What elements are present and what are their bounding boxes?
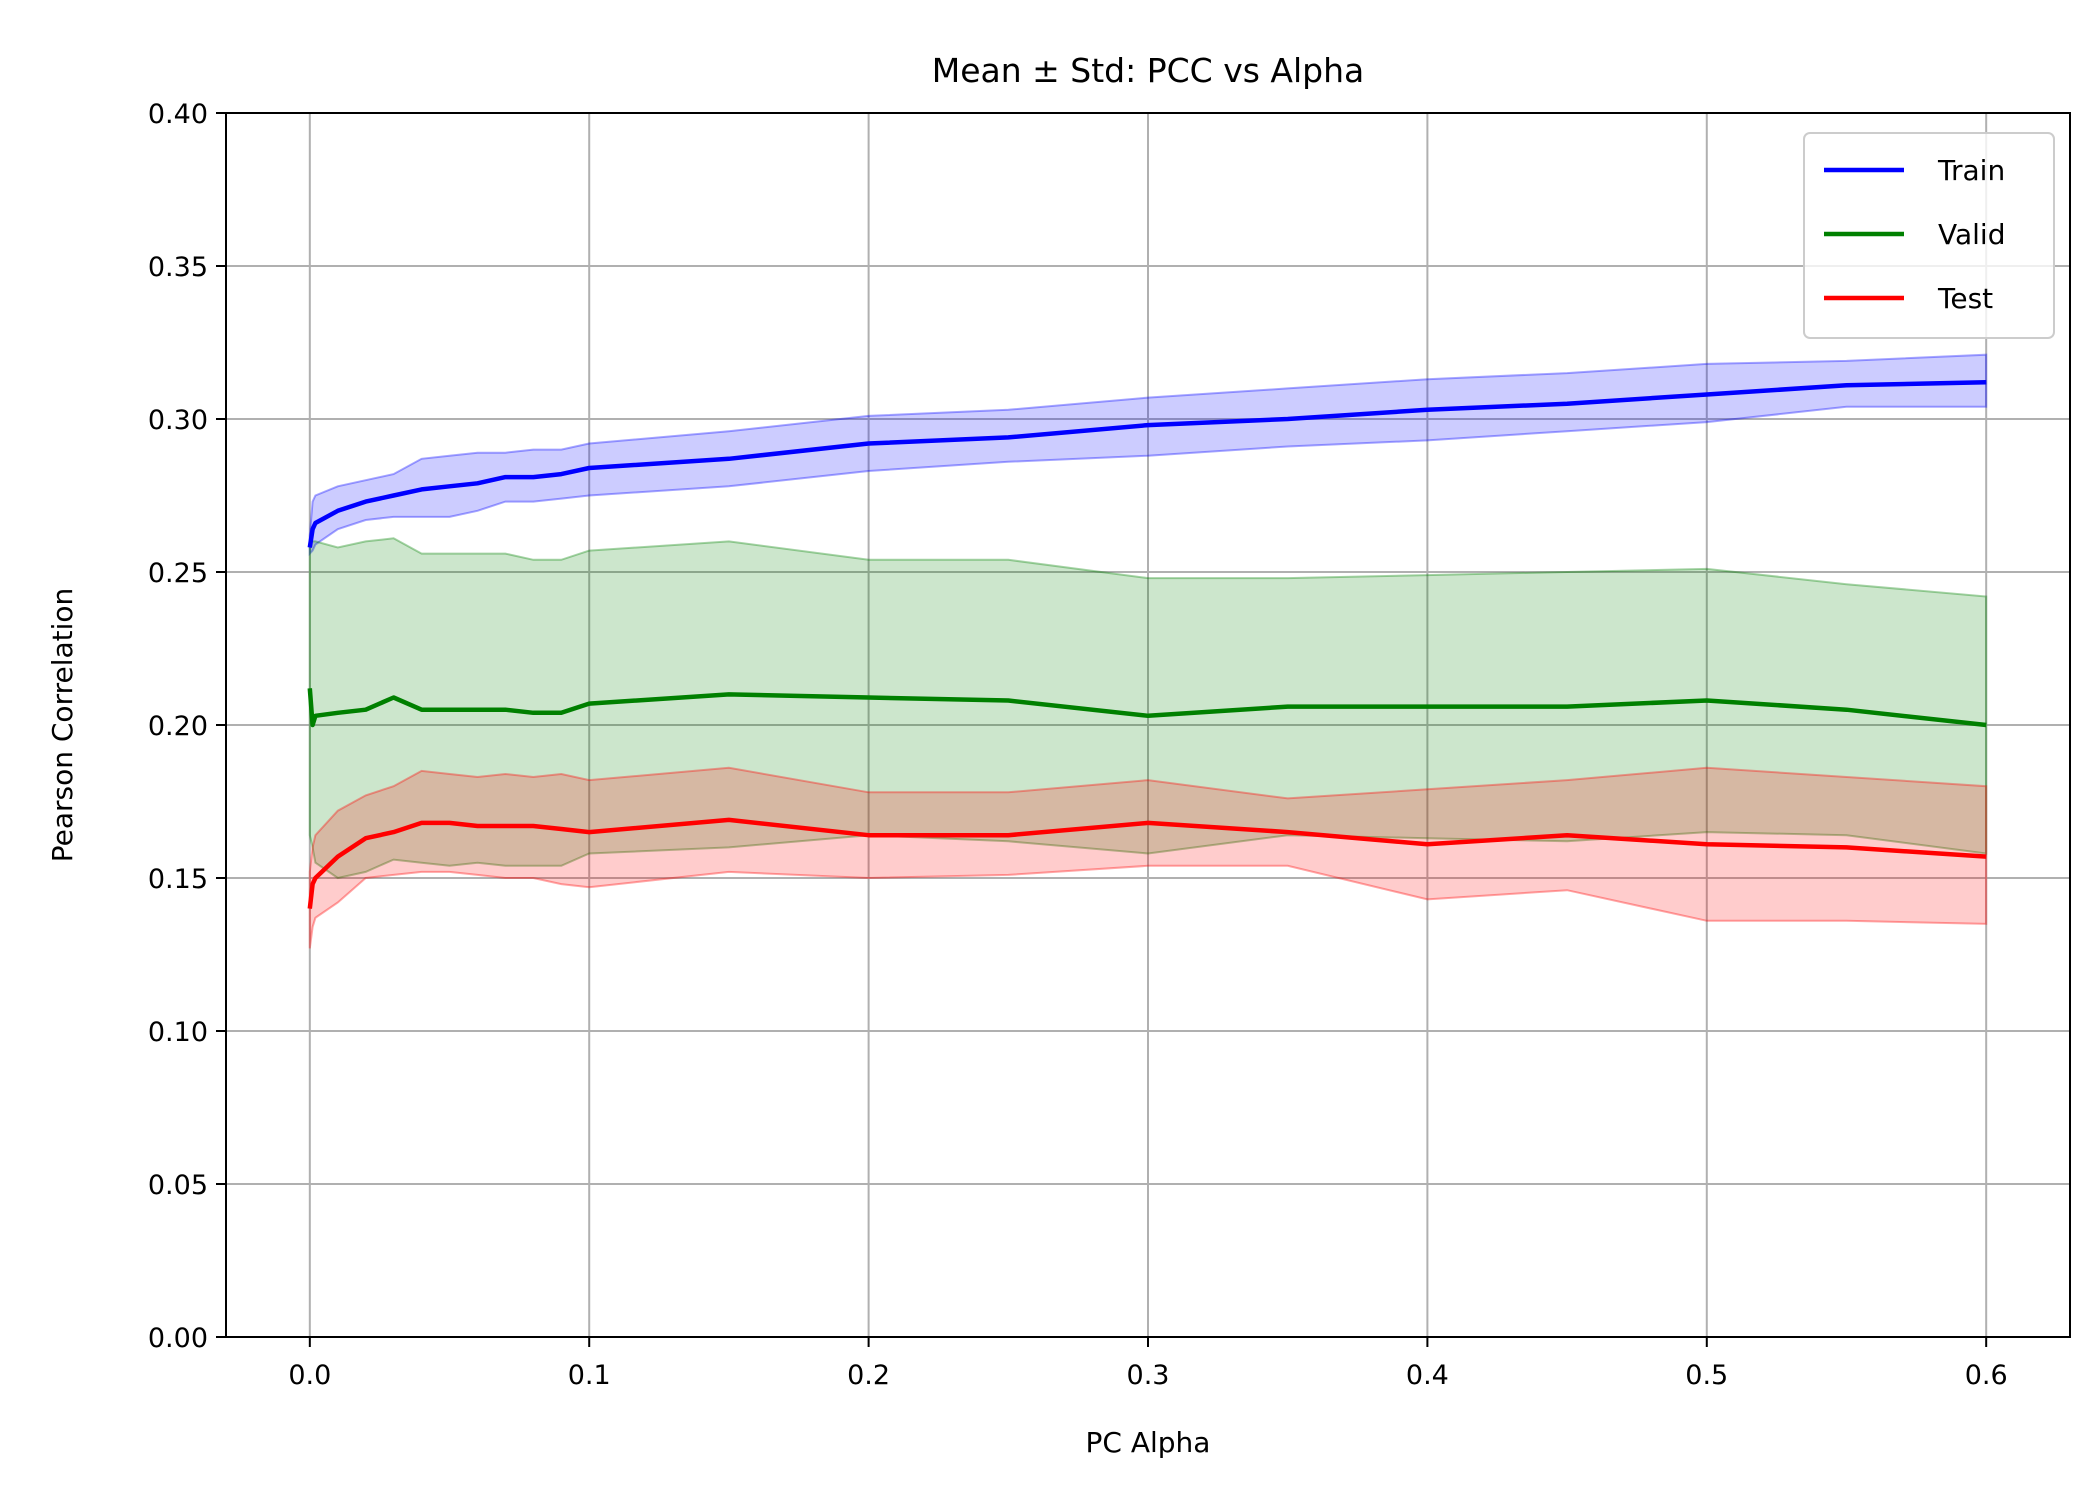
x-tick-label: 0.1 — [568, 1360, 611, 1391]
x-tick-label: 0.0 — [288, 1360, 331, 1391]
x-axis-label: PC Alpha — [1086, 1426, 1211, 1459]
y-tick-label: 0.10 — [148, 1017, 208, 1048]
y-tick-label: 0.30 — [148, 405, 208, 436]
chart-title: Mean ± Std: PCC vs Alpha — [932, 51, 1365, 90]
y-axis-label: Pearson Correlation — [46, 588, 79, 863]
y-tick-label: 0.40 — [148, 99, 208, 130]
y-tick-label: 0.15 — [148, 864, 208, 895]
mean-lines — [307, 380, 1987, 909]
x-tick-label: 0.5 — [1685, 1360, 1728, 1391]
y-axis-ticks: 0.00 0.05 0.10 0.15 0.20 0.25 0.30 0.35 0.40 — [148, 99, 226, 1354]
valid-std-band — [308, 537, 1988, 880]
valid-mean-line — [307, 688, 1987, 728]
legend: Train Valid Test — [1803, 132, 2055, 339]
y-tick-label: 0.25 — [148, 558, 208, 589]
y-tick-label: 0.20 — [148, 711, 208, 742]
x-tick-label: 0.2 — [847, 1360, 890, 1391]
x-tick-label: 0.6 — [1965, 1360, 2008, 1391]
x-axis-ticks: 0.0 0.1 0.2 0.3 0.4 0.5 0.6 — [288, 1337, 2008, 1391]
y-tick-label: 0.00 — [148, 1323, 208, 1354]
legend-label-valid: Valid — [1938, 218, 2005, 251]
legend-box — [1803, 132, 2055, 339]
train-mean-line — [307, 380, 1987, 548]
x-tick-label: 0.3 — [1127, 1360, 1170, 1391]
legend-label-train: Train — [1937, 154, 2005, 187]
legend-label-test: Test — [1937, 282, 1993, 315]
y-tick-label: 0.35 — [148, 252, 208, 283]
test-std-band — [308, 766, 1988, 949]
x-tick-label: 0.4 — [1406, 1360, 1449, 1391]
test-mean-line — [307, 817, 1987, 909]
y-tick-label: 0.05 — [148, 1170, 208, 1201]
